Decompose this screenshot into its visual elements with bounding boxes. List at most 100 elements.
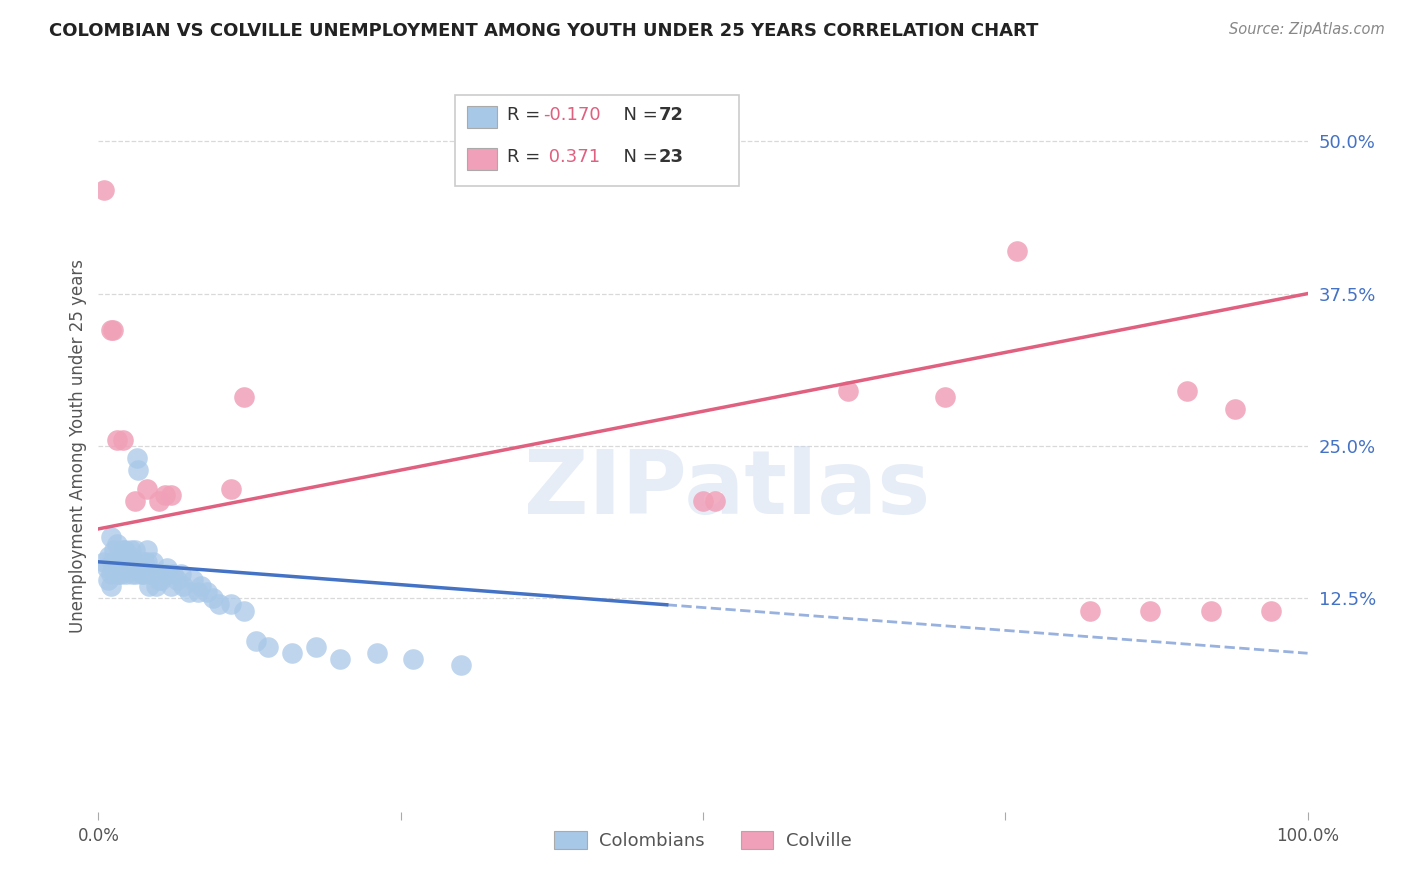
Point [105, 433, 128, 447]
Point [160, 488, 183, 502]
Point [450, 658, 472, 673]
Point [166, 573, 188, 587]
Point [179, 585, 201, 599]
Text: Source: ZipAtlas.com: Source: ZipAtlas.com [1229, 22, 1385, 37]
Text: ZIPatlas: ZIPatlas [524, 446, 931, 533]
Point [111, 433, 134, 447]
Point [169, 567, 191, 582]
Point [114, 561, 136, 575]
Point [160, 579, 183, 593]
Point [112, 555, 135, 569]
Point [98, 549, 121, 563]
Point [118, 555, 141, 569]
Point [120, 542, 142, 557]
Point [118, 555, 141, 569]
Point [1223, 402, 1246, 417]
Point [111, 555, 134, 569]
Point [172, 579, 194, 593]
Point [138, 579, 160, 593]
Point [208, 598, 231, 612]
Point [100, 530, 122, 544]
Point [124, 542, 146, 557]
Point [97, 573, 120, 587]
Point [111, 555, 134, 569]
Point [134, 555, 156, 569]
Y-axis label: Unemployment Among Youth under 25 years: Unemployment Among Youth under 25 years [69, 259, 87, 633]
Point [100, 567, 122, 582]
Point [153, 567, 176, 582]
Point [245, 634, 267, 648]
Point [221, 482, 243, 496]
Point [692, 494, 714, 508]
Point [187, 585, 209, 599]
Text: N =: N = [613, 148, 664, 166]
Point [100, 579, 122, 593]
Point [142, 555, 165, 569]
Point [256, 640, 278, 655]
Point [101, 561, 124, 575]
Point [202, 591, 225, 606]
Point [366, 646, 388, 660]
Text: N =: N = [613, 106, 664, 124]
Point [281, 646, 304, 660]
Point [93, 183, 115, 197]
FancyBboxPatch shape [456, 95, 740, 186]
Point [114, 542, 136, 557]
Point [101, 323, 124, 337]
Point [107, 567, 129, 582]
Point [181, 573, 204, 587]
Point [145, 579, 167, 593]
Point [127, 451, 149, 466]
Point [105, 536, 128, 550]
Point [135, 542, 157, 557]
Point [329, 652, 352, 666]
Legend: Colombians, Colville: Colombians, Colville [547, 823, 859, 857]
Point [108, 549, 131, 563]
Point [135, 555, 157, 569]
Point [1078, 604, 1101, 618]
Point [93, 555, 115, 569]
Point [121, 567, 143, 582]
Point [153, 488, 176, 502]
Point [110, 567, 132, 582]
Point [150, 573, 173, 587]
Point [127, 463, 149, 477]
Point [132, 567, 155, 582]
Point [162, 567, 184, 582]
Point [148, 494, 170, 508]
Point [115, 567, 138, 582]
Point [934, 390, 956, 404]
Point [1175, 384, 1198, 399]
Point [1007, 244, 1029, 258]
Point [117, 561, 139, 575]
Point [1199, 604, 1222, 618]
Point [131, 567, 153, 582]
FancyBboxPatch shape [467, 106, 498, 128]
Point [96, 561, 118, 575]
Point [124, 494, 146, 508]
Point [305, 640, 328, 655]
Point [125, 567, 148, 582]
Point [704, 494, 727, 508]
Point [232, 390, 254, 404]
Point [139, 567, 162, 582]
Point [837, 384, 859, 399]
Point [156, 561, 179, 575]
Point [143, 567, 166, 582]
Text: R =: R = [508, 148, 546, 166]
Point [221, 598, 243, 612]
Text: COLOMBIAN VS COLVILLE UNEMPLOYMENT AMONG YOUTH UNDER 25 YEARS CORRELATION CHART: COLOMBIAN VS COLVILLE UNEMPLOYMENT AMONG… [49, 22, 1039, 40]
Text: 23: 23 [658, 148, 683, 166]
Point [232, 604, 254, 618]
Point [100, 555, 122, 569]
FancyBboxPatch shape [467, 147, 498, 169]
Point [402, 652, 425, 666]
Point [108, 555, 131, 569]
Point [195, 585, 218, 599]
Point [100, 323, 122, 337]
Point [111, 542, 134, 557]
Text: -0.170: -0.170 [543, 106, 600, 124]
Point [108, 561, 131, 575]
Point [124, 555, 146, 569]
Point [135, 482, 157, 496]
